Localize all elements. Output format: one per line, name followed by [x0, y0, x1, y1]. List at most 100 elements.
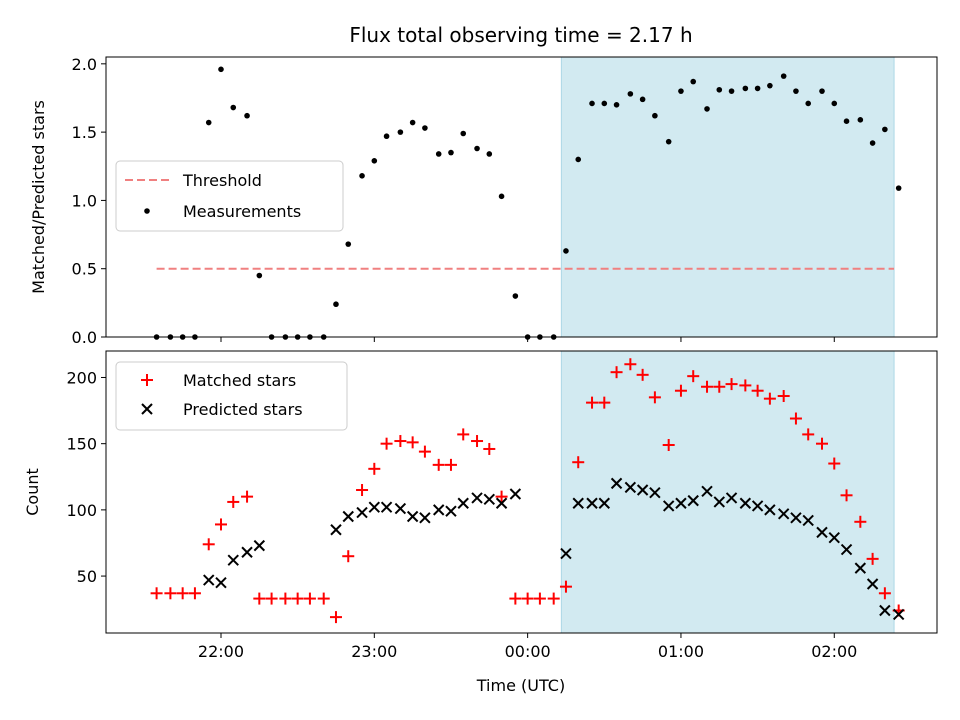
top-y-axis-label: Matched/Predicted stars	[29, 100, 48, 294]
predicted-star-point	[739, 497, 752, 509]
matched-star-point	[713, 380, 726, 393]
measurement-point	[205, 119, 212, 126]
bottom-y-tick-label: 150	[66, 435, 97, 454]
matched-star-point	[202, 538, 215, 551]
top-axes-frame	[105, 56, 938, 338]
measurement-point	[728, 88, 735, 94]
matched-star-point	[509, 592, 522, 605]
bottom-y-tick-label: 200	[66, 368, 97, 387]
predicted-star-point	[330, 524, 342, 536]
matched-star-point	[802, 428, 815, 441]
matched-star-point	[150, 587, 163, 600]
top-y-tick-label: 2.0	[72, 55, 97, 74]
top-y-tick-label: 1.0	[72, 191, 97, 210]
measurement-point	[397, 129, 404, 135]
predicted-star-point	[495, 497, 508, 509]
matched-star-point	[559, 580, 572, 593]
measurements-legend-swatch	[144, 208, 150, 214]
predicted-star-point	[471, 492, 483, 504]
measurement-point	[780, 73, 787, 79]
predicted-star-point	[419, 512, 431, 524]
matched-star-point	[624, 358, 637, 371]
measurement-point	[474, 145, 480, 152]
predicted-star-point	[215, 576, 227, 589]
predicted-legend-label: Predicted stars	[183, 400, 303, 419]
predicted-star-point	[624, 481, 637, 494]
predicted-star-point	[636, 484, 649, 496]
measurement-point	[613, 102, 620, 108]
measurement-point	[742, 85, 749, 92]
matched-star-point	[329, 611, 342, 624]
measurement-point	[435, 151, 442, 157]
bottom-axes-frame	[105, 350, 938, 634]
matched-star-point	[648, 391, 661, 404]
matched-star-point	[394, 435, 407, 448]
predicted-star-point	[892, 608, 905, 621]
threshold-legend-label: Threshold	[182, 171, 262, 190]
predicted-star-point	[777, 508, 790, 520]
x-tick-label: 00:00	[505, 642, 551, 661]
predicted-star-point	[610, 477, 623, 490]
matched-legend-label: Matched stars	[183, 371, 296, 390]
predicted-star-point	[751, 500, 764, 512]
top-legend-box	[115, 160, 344, 232]
matched-star-point	[471, 435, 484, 448]
matched-star-point	[265, 592, 278, 605]
matched-star-point	[701, 380, 714, 393]
matched-star-point	[279, 592, 292, 605]
matched-star-point	[253, 592, 266, 605]
predicted-star-point	[445, 505, 457, 517]
matched-star-point	[432, 458, 445, 471]
matched-star-point	[521, 592, 534, 605]
predicted-star-point	[241, 546, 253, 558]
predicted-star-point	[649, 486, 661, 499]
predicted-star-point	[572, 497, 584, 509]
measurement-point	[819, 88, 825, 94]
measurement-point	[230, 104, 237, 111]
matched-star-point	[418, 445, 431, 458]
matched-legend-swatch	[141, 374, 153, 386]
matched-star-point	[533, 592, 546, 605]
predicted-star-point	[840, 543, 853, 556]
measurement-point	[857, 117, 864, 123]
measurement-point	[359, 173, 365, 179]
predicted-star-point	[483, 493, 496, 505]
top-legend: Threshold Measurements	[115, 160, 344, 232]
matched-star-point	[164, 587, 177, 600]
predicted-star-point	[380, 501, 393, 513]
matched-star-point	[739, 379, 752, 392]
matched-star-point	[840, 489, 853, 502]
matched-star-point	[866, 552, 879, 565]
predicted-star-point	[356, 506, 368, 519]
measurement-point	[218, 66, 224, 73]
matched-star-point	[586, 396, 599, 409]
measurement-point	[652, 112, 658, 119]
matched-star-point	[636, 368, 649, 381]
predicted-star-point	[687, 494, 699, 507]
x-tick-label: 01:00	[658, 642, 704, 661]
measurement-point	[716, 86, 723, 93]
matched-star-point	[457, 428, 470, 441]
predicted-star-point	[406, 510, 419, 523]
matched-star-point	[444, 458, 457, 471]
predicted-star-point	[790, 512, 802, 524]
matched-star-point	[610, 366, 623, 379]
bottom-y-tick-label: 50	[77, 567, 97, 586]
predicted-star-point	[394, 502, 407, 515]
bottom-panel: 22:00 23:00 00:00 01:00 02:00 50 100 150 200 Co…	[23, 350, 938, 695]
measurement-point	[383, 133, 390, 140]
measurement-point	[843, 118, 850, 124]
measurement-point	[831, 100, 838, 107]
measurement-point	[409, 119, 416, 126]
matched-star-point	[777, 390, 790, 403]
bottom-y-tick-label: 100	[66, 501, 97, 520]
matched-star-point	[572, 456, 585, 469]
matched-star-point	[303, 592, 316, 605]
measurement-point	[627, 91, 634, 97]
top-panel: 0.00.51.01.52.0 Matched/Predicted stars …	[29, 55, 938, 347]
measurement-point	[704, 106, 710, 112]
matched-star-point	[495, 490, 508, 503]
bottom-y-axis-label: Count	[23, 468, 42, 516]
top-y-tick-label: 0.0	[72, 328, 97, 347]
measurement-point	[690, 78, 697, 85]
